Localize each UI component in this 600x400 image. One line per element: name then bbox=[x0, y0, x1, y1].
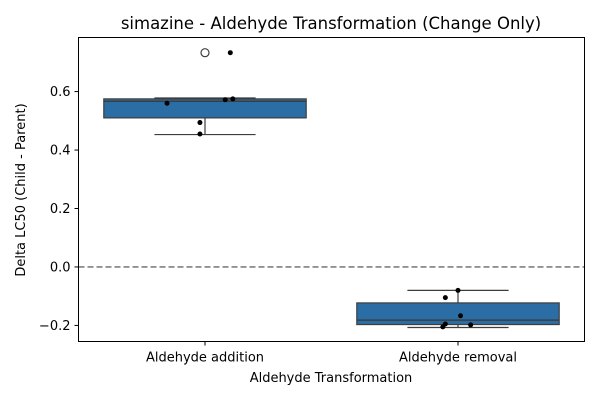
data-point bbox=[468, 322, 474, 328]
y-tick-label: 0.6 bbox=[50, 85, 71, 100]
x-tick-label: Aldehyde removal bbox=[399, 351, 517, 366]
data-point bbox=[227, 50, 233, 56]
box-iqr bbox=[103, 98, 307, 119]
data-point bbox=[458, 313, 464, 319]
box-iqr bbox=[356, 302, 560, 326]
data-point bbox=[222, 97, 228, 103]
x-tick-label: Aldehyde addition bbox=[146, 351, 264, 366]
x-axis-label: Aldehyde Transformation bbox=[250, 371, 413, 386]
data-point bbox=[230, 96, 236, 102]
y-tick-label: −0.2 bbox=[39, 319, 71, 334]
y-tick-label: 0.4 bbox=[50, 144, 71, 159]
outlier-marker bbox=[200, 48, 210, 58]
data-point bbox=[440, 324, 446, 330]
data-point bbox=[197, 120, 203, 126]
y-tick-label: 0.0 bbox=[50, 260, 71, 275]
plot-area bbox=[78, 48, 585, 330]
data-point bbox=[455, 287, 461, 293]
plot-frame bbox=[78, 37, 585, 342]
data-point bbox=[164, 100, 170, 106]
data-point bbox=[442, 295, 448, 301]
y-tick-label: 0.2 bbox=[50, 202, 71, 217]
chart-title: simazine - Aldehyde Transformation (Chan… bbox=[121, 14, 541, 33]
data-point bbox=[197, 131, 203, 137]
y-axis-label: Delta LC50 (Child - Parent) bbox=[14, 103, 29, 276]
